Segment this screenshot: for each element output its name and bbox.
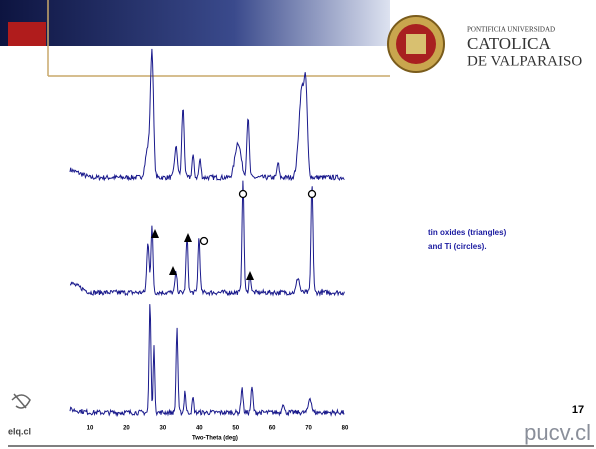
caption: and Ti (circles).	[428, 242, 487, 251]
axis-label: Two-Theta (deg)	[192, 436, 238, 442]
header-accent	[8, 22, 46, 46]
xrd-patterns	[69, 48, 345, 417]
xrd-pattern	[69, 180, 345, 297]
header-band	[0, 0, 390, 46]
xrd-pattern	[69, 304, 345, 417]
footer-brand: pucv.cl	[524, 420, 591, 445]
footer-icon	[11, 393, 31, 409]
x-tick-label: 40	[196, 426, 203, 432]
footer-text: elq.cl	[8, 426, 31, 436]
logo: PONTIFICIA UNIVERSIDAD CATOLICA DE VALPA…	[387, 15, 582, 73]
x-tick-label: 20	[123, 426, 130, 432]
x-tick-label: 80	[342, 426, 349, 432]
xrd-pattern	[69, 48, 345, 182]
logo-text: PONTIFICIA UNIVERSIDAD	[467, 26, 555, 34]
x-tick-label: 10	[87, 426, 94, 432]
x-tick-label: 30	[160, 426, 167, 432]
markers	[151, 229, 254, 280]
x-tick-label: 60	[269, 426, 276, 432]
caption: tin oxides (triangles)	[428, 228, 507, 237]
markers	[199, 189, 317, 246]
page-number: 17	[572, 404, 584, 416]
x-tick-label: 70	[305, 426, 312, 432]
logo-text: CATOLICA	[467, 34, 551, 53]
logo-text: DE VALPARAISO	[467, 53, 582, 69]
x-tick-label: 50	[232, 426, 239, 432]
